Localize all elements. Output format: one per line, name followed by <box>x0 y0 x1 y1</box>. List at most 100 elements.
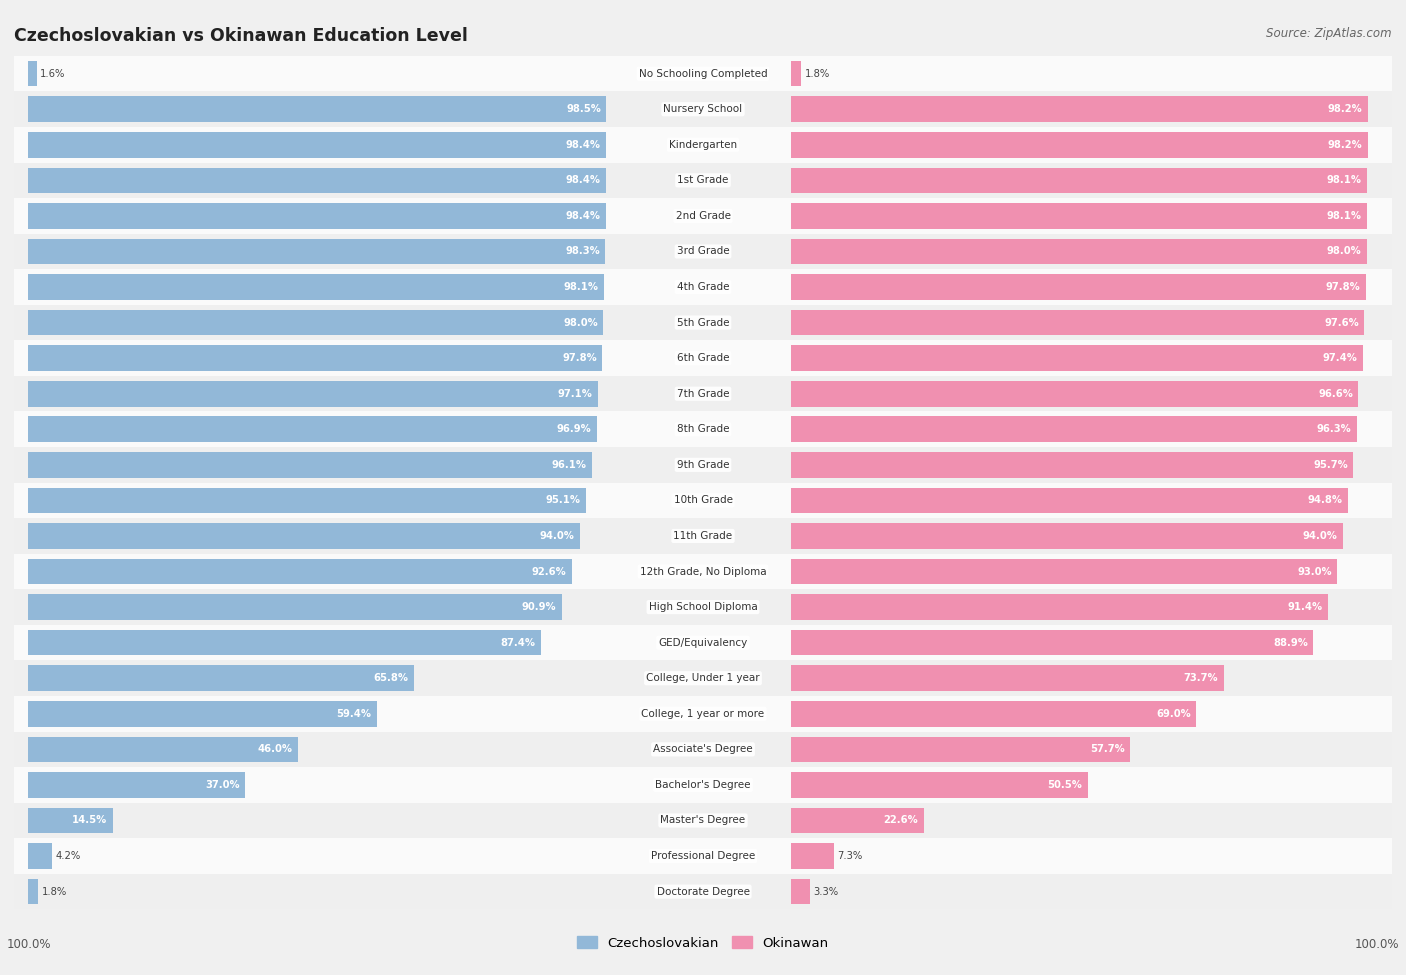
Text: 2nd Grade: 2nd Grade <box>675 211 731 221</box>
Text: 100.0%: 100.0% <box>1354 938 1399 951</box>
Bar <box>790 168 1367 193</box>
Text: 57.7%: 57.7% <box>1090 744 1125 755</box>
Bar <box>790 452 1353 478</box>
Text: 5th Grade: 5th Grade <box>676 318 730 328</box>
Text: 94.8%: 94.8% <box>1308 495 1343 505</box>
Text: Nursery School: Nursery School <box>664 104 742 114</box>
Text: Czechoslovakian vs Okinawan Education Level: Czechoslovakian vs Okinawan Education Le… <box>14 27 468 45</box>
Bar <box>790 630 1313 655</box>
Text: 98.4%: 98.4% <box>565 139 600 150</box>
Text: Associate's Degree: Associate's Degree <box>654 744 752 755</box>
Text: 8th Grade: 8th Grade <box>676 424 730 434</box>
Text: College, 1 year or more: College, 1 year or more <box>641 709 765 719</box>
Bar <box>28 203 606 229</box>
Bar <box>28 488 586 513</box>
Text: 69.0%: 69.0% <box>1156 709 1191 719</box>
Bar <box>0 660 1406 696</box>
Bar <box>0 874 1406 910</box>
Bar <box>790 559 1337 584</box>
Text: Doctorate Degree: Doctorate Degree <box>657 886 749 897</box>
Text: 4.2%: 4.2% <box>56 851 82 861</box>
Text: Master's Degree: Master's Degree <box>661 815 745 826</box>
Text: 1.6%: 1.6% <box>41 68 66 79</box>
Text: 7th Grade: 7th Grade <box>676 389 730 399</box>
Text: 95.1%: 95.1% <box>546 495 581 505</box>
Bar <box>790 381 1358 407</box>
Text: 97.8%: 97.8% <box>1326 282 1360 292</box>
Bar <box>28 736 298 762</box>
Text: 91.4%: 91.4% <box>1288 603 1323 612</box>
Bar <box>0 411 1406 448</box>
Text: College, Under 1 year: College, Under 1 year <box>647 673 759 683</box>
Bar <box>0 554 1406 589</box>
Bar <box>790 274 1365 300</box>
Text: 96.1%: 96.1% <box>553 460 586 470</box>
Text: 100.0%: 100.0% <box>7 938 52 951</box>
Text: 98.4%: 98.4% <box>565 176 600 185</box>
Text: 6th Grade: 6th Grade <box>676 353 730 363</box>
Text: 97.4%: 97.4% <box>1323 353 1358 363</box>
Bar <box>28 595 562 620</box>
Text: 59.4%: 59.4% <box>336 709 371 719</box>
Text: 98.0%: 98.0% <box>564 318 598 328</box>
Text: 96.9%: 96.9% <box>557 424 592 434</box>
Text: 94.0%: 94.0% <box>1303 531 1337 541</box>
Bar <box>790 97 1368 122</box>
Text: 1st Grade: 1st Grade <box>678 176 728 185</box>
Bar <box>28 559 572 584</box>
Bar <box>28 878 38 905</box>
Bar <box>0 269 1406 305</box>
Text: 3rd Grade: 3rd Grade <box>676 247 730 256</box>
Text: 50.5%: 50.5% <box>1047 780 1083 790</box>
Bar <box>790 310 1364 335</box>
Bar <box>0 838 1406 874</box>
Bar <box>28 97 606 122</box>
Text: 98.4%: 98.4% <box>565 211 600 221</box>
Text: 97.1%: 97.1% <box>558 389 593 399</box>
Text: 14.5%: 14.5% <box>72 815 107 826</box>
Text: 12th Grade, No Diploma: 12th Grade, No Diploma <box>640 566 766 576</box>
Text: 1.8%: 1.8% <box>804 68 830 79</box>
Bar <box>0 127 1406 163</box>
Text: 4th Grade: 4th Grade <box>676 282 730 292</box>
Text: High School Diploma: High School Diploma <box>648 603 758 612</box>
Text: GED/Equivalency: GED/Equivalency <box>658 638 748 647</box>
Bar <box>790 203 1367 229</box>
Text: 98.1%: 98.1% <box>564 282 599 292</box>
Bar <box>790 665 1223 691</box>
Bar <box>0 731 1406 767</box>
Bar <box>790 701 1197 726</box>
Text: 98.5%: 98.5% <box>567 104 600 114</box>
Bar <box>28 381 598 407</box>
Bar <box>0 305 1406 340</box>
Bar <box>790 132 1368 158</box>
Text: Professional Degree: Professional Degree <box>651 851 755 861</box>
Text: 98.1%: 98.1% <box>1327 176 1362 185</box>
Text: 98.2%: 98.2% <box>1327 104 1362 114</box>
Text: 9th Grade: 9th Grade <box>676 460 730 470</box>
Text: 95.7%: 95.7% <box>1313 460 1348 470</box>
Bar <box>28 772 245 798</box>
Bar <box>790 807 924 834</box>
Text: 90.9%: 90.9% <box>522 603 557 612</box>
Text: 7.3%: 7.3% <box>837 851 862 861</box>
Text: 92.6%: 92.6% <box>531 566 567 576</box>
Text: 98.0%: 98.0% <box>1326 247 1361 256</box>
Text: 73.7%: 73.7% <box>1184 673 1219 683</box>
Bar <box>0 802 1406 838</box>
Bar <box>790 843 834 869</box>
Text: 96.6%: 96.6% <box>1319 389 1353 399</box>
Bar <box>790 772 1088 798</box>
Text: Bachelor's Degree: Bachelor's Degree <box>655 780 751 790</box>
Text: 37.0%: 37.0% <box>205 780 239 790</box>
Bar <box>28 452 592 478</box>
Bar <box>28 310 603 335</box>
Bar <box>28 60 37 87</box>
Bar <box>0 198 1406 234</box>
Text: 88.9%: 88.9% <box>1272 638 1308 647</box>
Bar <box>0 448 1406 483</box>
Text: No Schooling Completed: No Schooling Completed <box>638 68 768 79</box>
Text: 97.8%: 97.8% <box>562 353 598 363</box>
Bar <box>0 767 1406 802</box>
Text: 96.3%: 96.3% <box>1316 424 1351 434</box>
